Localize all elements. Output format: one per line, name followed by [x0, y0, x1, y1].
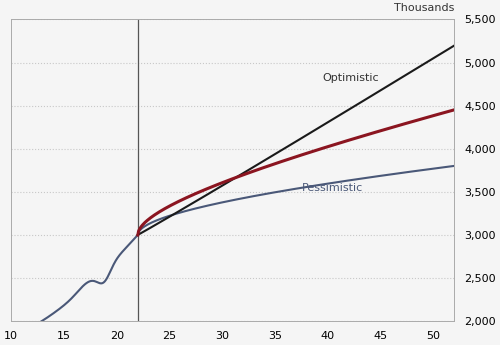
Text: Optimistic: Optimistic — [322, 73, 379, 83]
Text: Pessimistic: Pessimistic — [302, 184, 362, 194]
Text: Thousands: Thousands — [394, 3, 454, 13]
